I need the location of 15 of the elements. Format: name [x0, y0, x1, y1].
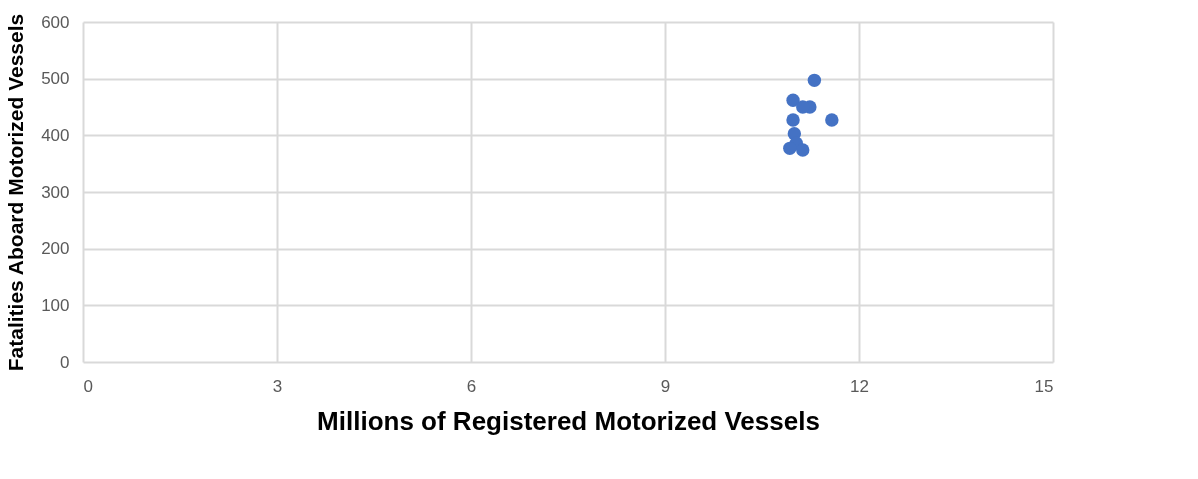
- y-tick-label: 0: [60, 352, 70, 372]
- x-tick-label: 0: [83, 376, 93, 396]
- y-axis-title: Fatalities Aboard Motorized Vessels: [4, 13, 28, 372]
- x-tick-label: 15: [1034, 376, 1054, 396]
- x-tick-label: 3: [272, 376, 283, 396]
- y-tick-label: 400: [41, 125, 70, 145]
- x-tick-label: 12: [850, 376, 869, 396]
- y-tick-label: 100: [41, 295, 70, 315]
- y-tick-label: 300: [41, 182, 70, 202]
- x-tick-label: 9: [660, 376, 671, 396]
- y-tick-label: 600: [41, 12, 70, 32]
- y-tick-label: 200: [41, 239, 70, 259]
- x-axis-title: Millions of Registered Motorized Vessels: [317, 405, 820, 436]
- x-tick-label: 6: [466, 376, 477, 396]
- y-tick-label: 500: [41, 69, 70, 89]
